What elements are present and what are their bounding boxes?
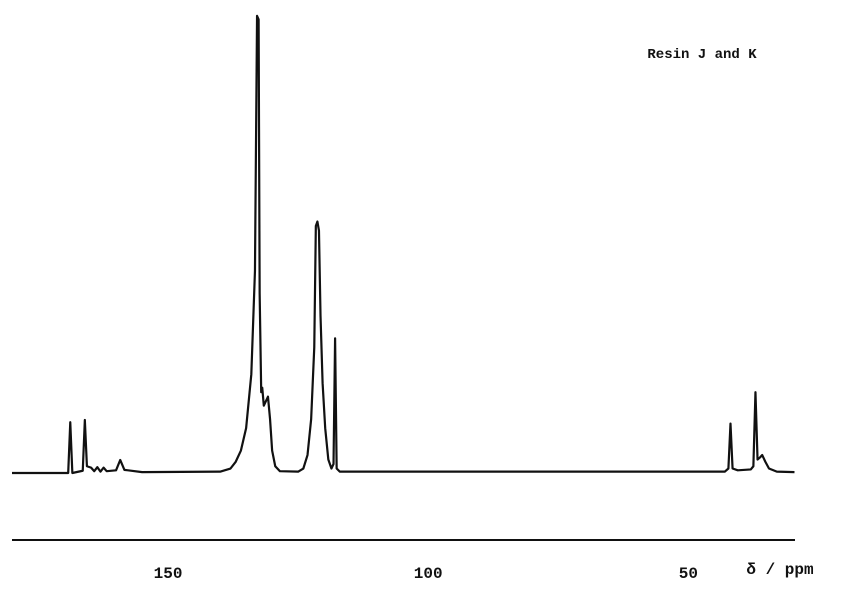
spectrum-line	[12, 14, 795, 475]
x-axis-label: δ / ppm	[746, 561, 814, 579]
x-tick-label: 150	[154, 565, 183, 583]
chart-title: Resin J and K	[647, 47, 757, 63]
x-tick-label: 50	[679, 565, 698, 583]
x-tick-label: 100	[414, 565, 443, 583]
